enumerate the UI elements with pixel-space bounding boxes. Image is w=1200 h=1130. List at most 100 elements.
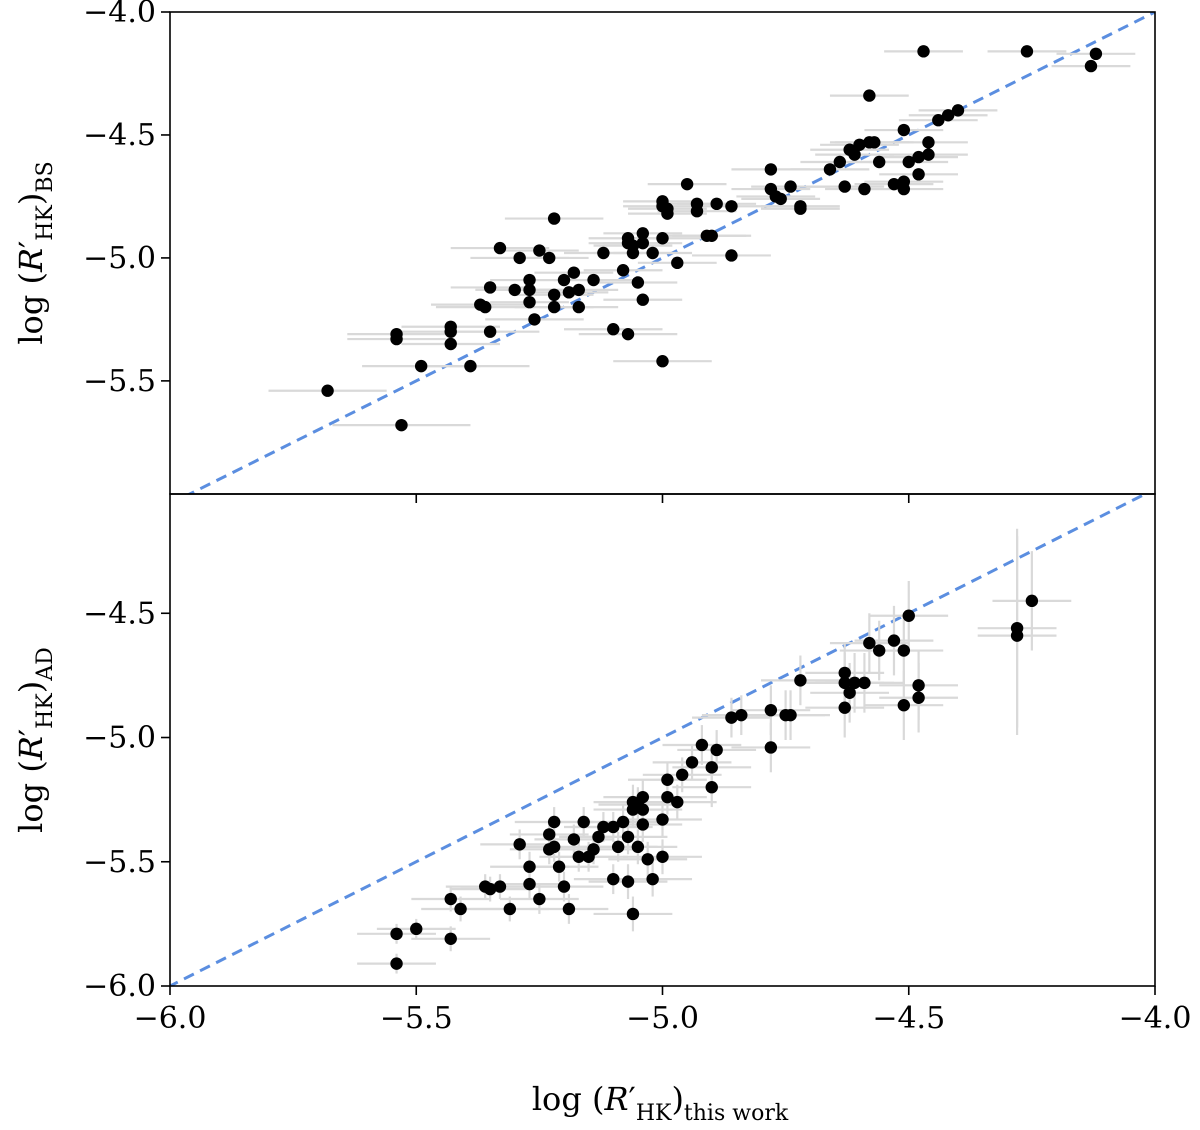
bottom-point-57 xyxy=(764,703,778,717)
bottom-point-77 xyxy=(1010,629,1024,642)
points-top xyxy=(321,45,1103,432)
top-point-8 xyxy=(464,359,477,373)
top-point-31 xyxy=(597,246,610,260)
bottom-point-42 xyxy=(641,853,654,866)
top-point-91 xyxy=(1084,59,1098,73)
top-point-71 xyxy=(853,138,866,151)
xlabel-sub: this work xyxy=(684,1101,789,1126)
ticks-top: −4.0 −4.5 −5.0 −5.5 xyxy=(83,0,910,503)
bottom-point-23 xyxy=(577,815,590,829)
bottom-point-73 xyxy=(902,609,915,622)
bottom-point-46 xyxy=(661,773,674,786)
bottom-point-1 xyxy=(390,957,403,970)
bottom-point-48 xyxy=(671,795,684,809)
top-point-21 xyxy=(543,251,556,265)
top-ytick-label-3: −5.5 xyxy=(83,364,156,399)
top-point-26 xyxy=(562,286,576,299)
bottom-xtick-label-3: −4.5 xyxy=(872,1001,945,1036)
bottom-point-36 xyxy=(626,907,640,921)
top-point-53 xyxy=(690,204,704,218)
top-point-49 xyxy=(661,207,674,220)
top-point-43 xyxy=(646,246,659,260)
bottom-y-axis-label: log (R′HK)AD xyxy=(12,647,58,833)
top-point-40 xyxy=(636,227,649,240)
top-y-axis-label: log (R′HK)BS xyxy=(12,161,58,344)
bottom-point-33 xyxy=(621,875,635,888)
ticks-bottom: −4.5 −5.0 −5.5 −6.0−6.0 −5.5 −5.0 −4.5 −4.0 xyxy=(83,596,1191,1036)
bottom-point-27 xyxy=(597,820,610,834)
top-point-32 xyxy=(607,323,620,336)
bottom-point-13 xyxy=(533,892,546,906)
bottom-panel: −4.5 −5.0 −5.5 −6.0−6.0 −5.5 −5.0 −4.5 −4.0 log… xyxy=(12,493,1191,1126)
top-point-72 xyxy=(858,182,871,196)
top-point-23 xyxy=(547,288,561,302)
top-point-2 xyxy=(390,332,403,346)
bottom-point-65 xyxy=(843,686,856,699)
bottom-point-67 xyxy=(858,676,871,690)
top-point-67 xyxy=(833,155,846,169)
top-point-7 xyxy=(444,337,457,351)
top-point-66 xyxy=(823,163,837,176)
bottom-xtick-label-2: −5.0 xyxy=(626,1001,699,1036)
top-point-55 xyxy=(705,229,718,242)
top-point-76 xyxy=(873,155,886,169)
bottom-point-50 xyxy=(685,756,699,769)
top-point-92 xyxy=(1089,47,1103,61)
top-point-25 xyxy=(557,273,571,287)
bottom-point-41 xyxy=(636,818,649,831)
bottom-point-29 xyxy=(607,820,620,834)
top-point-90 xyxy=(1020,45,1034,58)
bottom-point-21 xyxy=(567,833,581,846)
bottom-point-38 xyxy=(631,840,645,854)
top-point-75 xyxy=(868,136,881,149)
top-point-85 xyxy=(922,136,935,149)
top-point-70 xyxy=(848,148,861,161)
top-ylabel-prefix: log xyxy=(12,295,50,345)
bottom-point-18 xyxy=(552,860,566,873)
top-point-28 xyxy=(572,283,585,297)
bottom-point-39 xyxy=(636,790,649,804)
bottom-point-8 xyxy=(493,880,507,893)
bottom-point-51 xyxy=(695,738,709,752)
bottom-point-5 xyxy=(454,902,467,916)
top-point-47 xyxy=(656,355,669,368)
bottom-point-7 xyxy=(483,882,497,896)
bottom-point-75 xyxy=(912,691,925,704)
bottom-point-71 xyxy=(897,644,911,657)
bottom-point-58 xyxy=(764,741,778,754)
bottom-point-69 xyxy=(873,644,886,657)
top-point-80 xyxy=(897,182,911,196)
top-ylabel-sub: BS xyxy=(33,161,58,192)
bottom-point-56 xyxy=(735,708,748,722)
bottom-point-68 xyxy=(863,636,876,650)
bottom-point-61 xyxy=(794,674,807,687)
top-point-65 xyxy=(794,202,807,215)
bottom-point-2 xyxy=(410,922,423,936)
bottom-point-10 xyxy=(513,838,526,851)
bottom-point-16 xyxy=(547,815,561,829)
top-point-38 xyxy=(626,246,640,260)
bottom-point-25 xyxy=(587,843,600,856)
bottom-point-54 xyxy=(710,743,723,757)
bottom-point-74 xyxy=(912,679,925,692)
bottom-xtick-label-0: −6.0 xyxy=(134,1001,207,1036)
top-point-33 xyxy=(616,264,630,277)
top-point-4 xyxy=(414,359,428,373)
bottom-point-60 xyxy=(784,708,797,722)
bottom-point-26 xyxy=(592,830,605,844)
bottom-frame xyxy=(169,493,1156,987)
reference-line-top xyxy=(186,12,1155,494)
bottom-ytick-label-1: −5.0 xyxy=(83,721,156,756)
top-point-68 xyxy=(838,180,851,193)
top-point-12 xyxy=(483,325,497,338)
bottom-point-70 xyxy=(887,634,901,647)
bottom-ylabel-sub: AD xyxy=(33,647,58,682)
top-point-0 xyxy=(321,384,334,397)
reference-line-bottom xyxy=(170,494,1149,986)
top-point-42 xyxy=(636,293,649,306)
top-point-16 xyxy=(523,273,536,287)
bottom-point-40 xyxy=(636,803,649,816)
bottom-point-22 xyxy=(572,850,585,863)
bottom-point-0 xyxy=(390,927,403,941)
bottom-point-30 xyxy=(611,840,625,854)
